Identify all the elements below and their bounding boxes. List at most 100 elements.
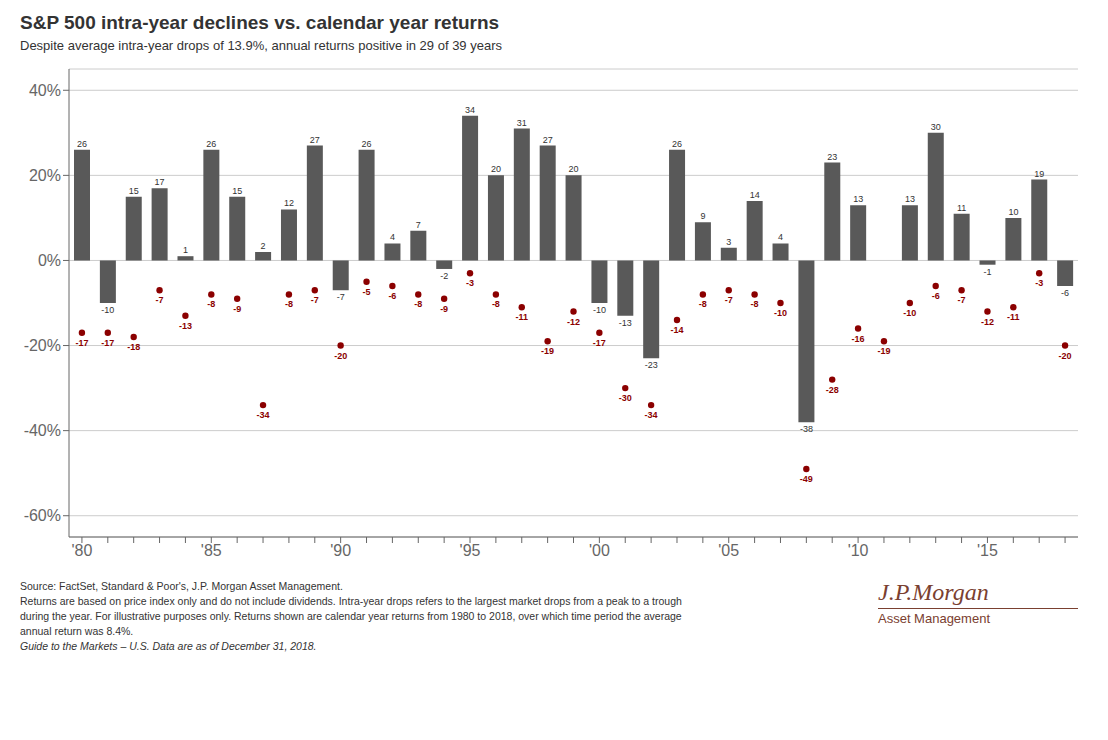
svg-text:-10: -10 xyxy=(101,305,114,315)
svg-text:-19: -19 xyxy=(877,346,890,356)
html-text:Guide to the Markets – U.S. Da: Guide to the Markets – U.S. Data are as … xyxy=(20,640,317,652)
svg-text:-17: -17 xyxy=(101,338,114,348)
svg-text:-34: -34 xyxy=(257,410,270,420)
html-text:annual return was 8.4%.: annual return was 8.4%. xyxy=(20,625,134,637)
svg-text:-13: -13 xyxy=(179,321,192,331)
svg-text:-7: -7 xyxy=(311,295,319,305)
svg-text:-23: -23 xyxy=(645,360,658,370)
svg-text:-10: -10 xyxy=(903,308,916,318)
html-text:Source: FactSet, Standard & Po: Source: FactSet, Standard & Poor's, J.P.… xyxy=(20,580,343,592)
svg-text:9: 9 xyxy=(700,211,705,221)
svg-text:27: 27 xyxy=(543,135,553,145)
svg-text:3: 3 xyxy=(726,237,731,247)
svg-text:-10: -10 xyxy=(774,308,787,318)
svg-text:-8: -8 xyxy=(285,299,293,309)
svg-text:-20: -20 xyxy=(1059,351,1072,361)
svg-text:20: 20 xyxy=(569,164,579,174)
svg-text:'00: '00 xyxy=(589,542,610,559)
svg-text:12: 12 xyxy=(284,198,294,208)
html-text:Asset Management: Asset Management xyxy=(878,611,990,626)
svg-text:34: 34 xyxy=(465,105,475,115)
svg-text:-20%: -20% xyxy=(24,337,61,354)
svg-text:20%: 20% xyxy=(29,167,61,184)
svg-text:-9: -9 xyxy=(440,304,448,314)
svg-text:'15: '15 xyxy=(977,542,998,559)
svg-text:4: 4 xyxy=(778,232,783,242)
svg-text:4: 4 xyxy=(390,232,395,242)
svg-text:-8: -8 xyxy=(414,299,422,309)
svg-text:-28: -28 xyxy=(826,385,839,395)
html-text:J.P.Morgan: J.P.Morgan xyxy=(878,579,989,605)
svg-text:7: 7 xyxy=(416,220,421,230)
svg-text:-8: -8 xyxy=(699,299,707,309)
svg-text:14: 14 xyxy=(750,190,760,200)
svg-text:-13: -13 xyxy=(619,318,632,328)
svg-text:-8: -8 xyxy=(492,299,500,309)
svg-text:11: 11 xyxy=(957,203,966,213)
svg-text:-30: -30 xyxy=(619,393,632,403)
svg-text:-5: -5 xyxy=(363,287,371,297)
svg-text:13: 13 xyxy=(905,194,915,204)
svg-text:-3: -3 xyxy=(1035,278,1043,288)
svg-text:-8: -8 xyxy=(207,299,215,309)
html-text:during the year. For illustrat: during the year. For illustrative purpos… xyxy=(20,610,682,622)
svg-text:'05: '05 xyxy=(718,542,739,559)
svg-text:26: 26 xyxy=(672,139,682,149)
svg-text:-9: -9 xyxy=(233,304,241,314)
svg-text:2: 2 xyxy=(261,241,266,251)
html-text:Despite average intra-year dro: Despite average intra-year drops of 13.9… xyxy=(20,38,502,53)
svg-text:17: 17 xyxy=(155,177,165,187)
svg-text:-38: -38 xyxy=(800,424,813,434)
html-text:Returns are based on price ind: Returns are based on price index only an… xyxy=(20,595,682,607)
svg-text:-18: -18 xyxy=(127,342,140,352)
svg-text:31: 31 xyxy=(517,118,527,128)
svg-text:'85: '85 xyxy=(201,542,222,559)
svg-text:-6: -6 xyxy=(932,291,940,301)
svg-text:15: 15 xyxy=(129,186,139,196)
svg-text:'10: '10 xyxy=(848,542,869,559)
svg-text:-10: -10 xyxy=(593,305,606,315)
svg-text:-7: -7 xyxy=(725,295,733,305)
svg-text:-7: -7 xyxy=(337,292,345,302)
svg-text:26: 26 xyxy=(362,139,372,149)
svg-text:-20: -20 xyxy=(334,351,347,361)
svg-text:27: 27 xyxy=(310,135,320,145)
svg-text:-12: -12 xyxy=(981,317,994,327)
svg-text:-8: -8 xyxy=(751,299,759,309)
svg-text:'80: '80 xyxy=(72,542,93,559)
svg-text:26: 26 xyxy=(77,139,87,149)
svg-text:-6: -6 xyxy=(388,291,396,301)
svg-text:40%: 40% xyxy=(29,82,61,99)
svg-text:-11: -11 xyxy=(1007,312,1020,322)
svg-text:-7: -7 xyxy=(958,295,966,305)
svg-text:-60%: -60% xyxy=(24,507,61,524)
svg-text:-6: -6 xyxy=(1061,288,1069,298)
svg-text:'90: '90 xyxy=(330,542,351,559)
svg-text:-34: -34 xyxy=(645,410,658,420)
svg-text:0%: 0% xyxy=(38,252,61,269)
html-text:S&P 500 intra-year declines vs: S&P 500 intra-year declines vs. calendar… xyxy=(20,12,500,33)
svg-text:-49: -49 xyxy=(800,474,813,484)
svg-text:-7: -7 xyxy=(156,295,164,305)
svg-text:23: 23 xyxy=(827,152,837,162)
svg-text:26: 26 xyxy=(206,139,216,149)
svg-text:10: 10 xyxy=(1008,207,1018,217)
svg-text:30: 30 xyxy=(931,122,941,132)
svg-text:20: 20 xyxy=(491,164,501,174)
svg-text:13: 13 xyxy=(853,194,863,204)
svg-text:-17: -17 xyxy=(593,338,606,348)
svg-text:-2: -2 xyxy=(440,271,448,281)
svg-text:-16: -16 xyxy=(852,334,865,344)
svg-text:-3: -3 xyxy=(466,278,474,288)
svg-text:-17: -17 xyxy=(75,338,88,348)
svg-text:-11: -11 xyxy=(515,312,528,322)
svg-text:-1: -1 xyxy=(984,267,992,277)
svg-text:'95: '95 xyxy=(460,542,481,559)
svg-text:15: 15 xyxy=(232,186,242,196)
svg-text:-14: -14 xyxy=(670,325,683,335)
svg-text:-12: -12 xyxy=(567,317,580,327)
svg-text:19: 19 xyxy=(1034,169,1044,179)
svg-text:-40%: -40% xyxy=(24,422,61,439)
svg-text:-19: -19 xyxy=(541,346,554,356)
svg-text:1: 1 xyxy=(183,245,188,255)
